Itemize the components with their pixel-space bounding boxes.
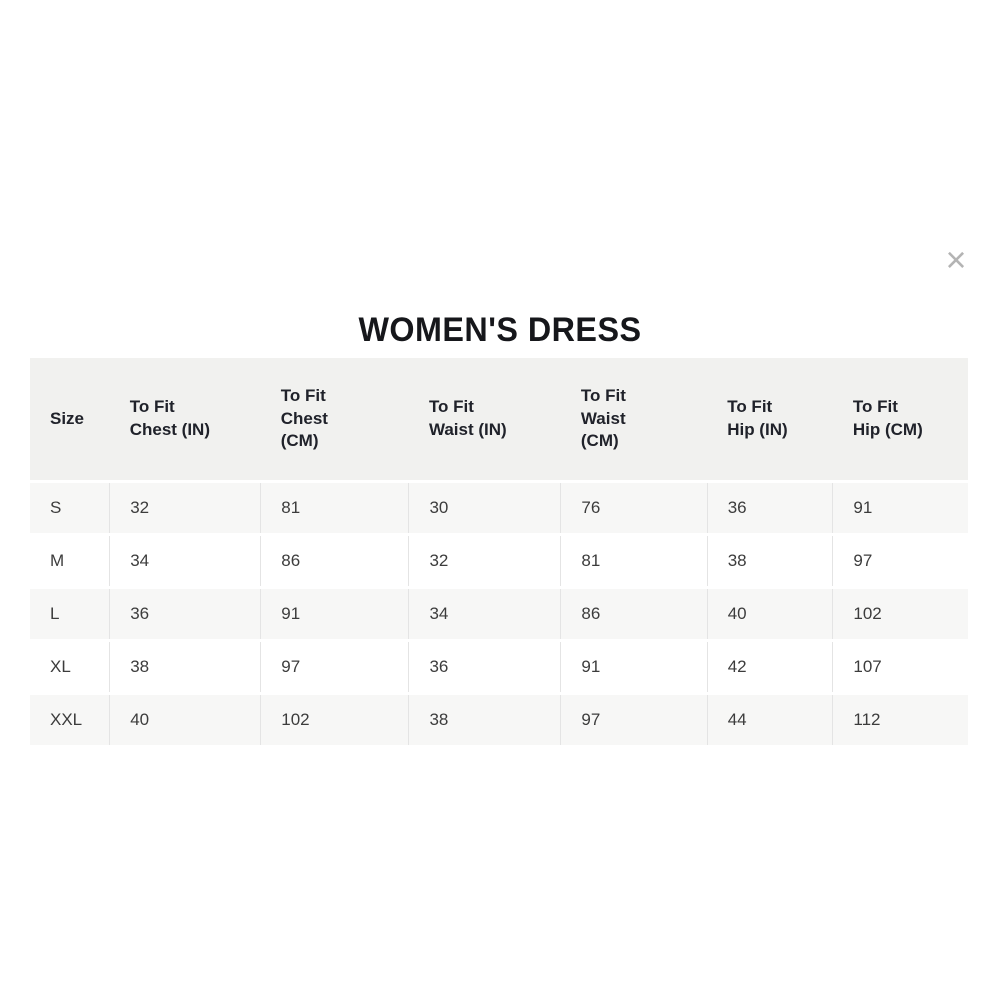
waist-cm-cell: 86	[560, 587, 708, 642]
waist-in-cell: 32	[408, 534, 561, 589]
waist-cm-cell: 91	[560, 640, 708, 695]
hip-in-cell: 42	[706, 640, 833, 695]
page-title: WOMEN'S DRESS	[358, 310, 642, 349]
size-label: L	[30, 587, 110, 642]
col-header-waist-cm: To Fit Waist (CM)	[560, 358, 708, 483]
chest-in-cell: 32	[109, 481, 261, 536]
header-row: Size To Fit Chest (IN) To Fit Chest (CM)…	[30, 358, 968, 483]
chest-in-cell: 36	[109, 587, 261, 642]
size-chart-table: Size To Fit Chest (IN) To Fit Chest (CM)…	[30, 358, 968, 748]
table-row-l: L 36 91 34 86 40 102	[30, 587, 968, 642]
table-row-xxl: XXL 40 102 38 97 44 112	[30, 693, 968, 748]
hip-cm-cell: 102	[832, 587, 968, 642]
table-row-m: M 34 86 32 81 38 97	[30, 534, 968, 589]
size-label: S	[30, 481, 110, 536]
waist-in-cell: 36	[408, 640, 561, 695]
waist-in-cell: 38	[408, 693, 561, 748]
close-icon[interactable]: ×	[945, 239, 967, 280]
hip-cm-cell: 112	[832, 693, 968, 748]
hip-in-cell: 40	[706, 587, 833, 642]
waist-in-cell: 30	[408, 481, 561, 536]
chest-in-cell: 40	[109, 693, 261, 748]
col-header-chest-cm: To Fit Chest (CM)	[260, 358, 409, 483]
waist-cm-cell: 97	[560, 693, 708, 748]
chest-cm-cell: 102	[260, 693, 409, 748]
chest-cm-cell: 81	[260, 481, 409, 536]
size-label: M	[30, 534, 110, 589]
size-label: XL	[30, 640, 110, 695]
col-header-hip-in: To Fit Hip (IN)	[707, 358, 833, 483]
col-header-waist-in: To Fit Waist (IN)	[408, 358, 561, 483]
col-header-size: Size	[30, 358, 110, 483]
col-header-chest-in: To Fit Chest (IN)	[109, 358, 261, 483]
chest-cm-cell: 97	[260, 640, 409, 695]
chest-cm-cell: 86	[260, 534, 409, 589]
table-row-xl: XL 38 97 36 91 42 107	[30, 640, 968, 695]
hip-in-cell: 44	[706, 693, 833, 748]
chest-in-cell: 34	[109, 534, 261, 589]
size-chart-body: S 32 81 30 76 36 91 M 34 86 32 81 38 97 …	[30, 481, 968, 748]
col-header-hip-cm: To Fit Hip (CM)	[832, 358, 968, 483]
size-chart-header: Size To Fit Chest (IN) To Fit Chest (CM)…	[30, 358, 968, 483]
hip-in-cell: 38	[706, 534, 833, 589]
hip-cm-cell: 91	[832, 481, 968, 536]
size-label: XXL	[30, 693, 110, 748]
hip-in-cell: 36	[706, 481, 833, 536]
waist-cm-cell: 81	[560, 534, 708, 589]
chest-cm-cell: 91	[260, 587, 409, 642]
hip-cm-cell: 107	[832, 640, 968, 695]
waist-in-cell: 34	[408, 587, 561, 642]
hip-cm-cell: 97	[832, 534, 968, 589]
waist-cm-cell: 76	[560, 481, 708, 536]
chest-in-cell: 38	[109, 640, 261, 695]
table-row-s: S 32 81 30 76 36 91	[30, 481, 968, 536]
